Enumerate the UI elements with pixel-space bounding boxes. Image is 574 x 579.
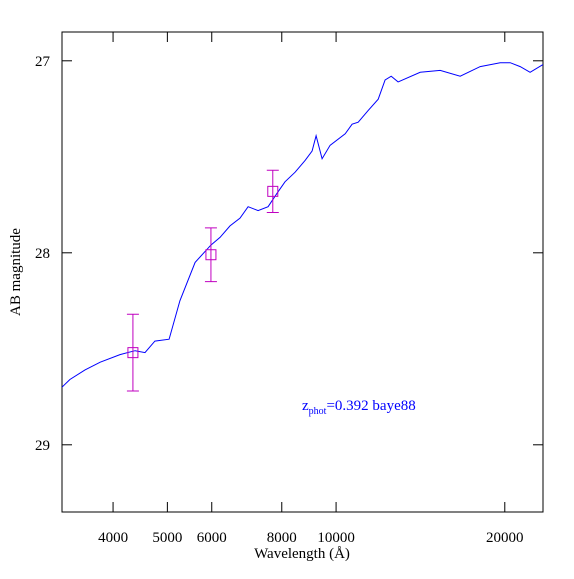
annotation-main: z — [302, 398, 309, 414]
x-tick-label: 6000 — [197, 530, 227, 546]
x-tick-label: 10000 — [317, 530, 355, 546]
annotation: zphot=0.392 baye88 — [302, 398, 416, 417]
y-axis-label: AB magnitude — [8, 228, 24, 316]
error-bar — [204, 227, 217, 283]
sed-line — [62, 62, 543, 388]
photometry-point — [127, 347, 139, 359]
x-axis-label: Wavelength (Å) — [254, 546, 350, 562]
y-tick-label: 28 — [35, 246, 50, 262]
error-bar — [126, 313, 139, 392]
x-tick-label: 8000 — [267, 530, 297, 546]
frame — [61, 31, 544, 513]
annotation-rest: =0.392 baye88 — [326, 398, 415, 414]
error-bar — [266, 169, 279, 213]
photometry-point — [205, 249, 217, 261]
x-tick-label: 5000 — [152, 530, 182, 546]
y-tick-label: 27 — [35, 54, 51, 70]
x-tick-label: 20000 — [486, 530, 524, 546]
y-tick-label: 29 — [35, 438, 50, 454]
x-tick-label: 4000 — [98, 530, 128, 546]
photometry-point — [267, 185, 279, 197]
annotation-sub: phot — [309, 406, 327, 417]
